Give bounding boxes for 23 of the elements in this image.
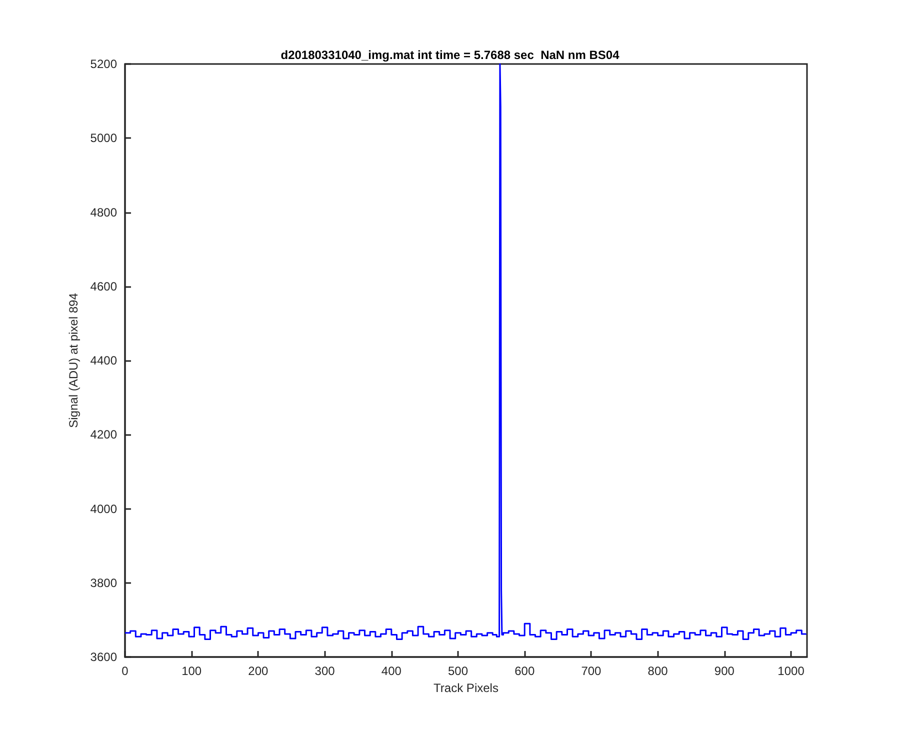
x-tick-label: 400 — [381, 664, 402, 678]
x-tick-label: 500 — [448, 664, 468, 678]
x-tick-label: 200 — [248, 664, 269, 678]
y-tick-label: 4200 — [90, 428, 118, 442]
x-tick-label: 900 — [714, 664, 735, 678]
x-axis-title: Track Pixels — [434, 680, 498, 695]
x-tick-label: 300 — [314, 664, 336, 678]
y-tick-label: 4000 — [90, 502, 118, 516]
y-axis-title: Signal (ADU) at pixel 894 — [66, 292, 80, 428]
x-tick-label: 600 — [514, 664, 535, 678]
x-tick-label: 800 — [648, 664, 668, 678]
y-tick-label: 4600 — [90, 279, 118, 294]
y-tick-label: 5200 — [90, 57, 118, 71]
x-tick-label: 700 — [581, 664, 602, 678]
x-tick-label: 1000 — [778, 664, 805, 678]
chart-title: d20180331040_img.mat int time = 5.7688 sec NaN nm BS04 — [280, 48, 620, 62]
y-tick-label: 3800 — [90, 576, 118, 590]
y-tick-label: 3600 — [90, 650, 118, 664]
y-tick-label: 4800 — [90, 205, 118, 220]
x-tick-label: 0 — [122, 664, 129, 678]
y-tick-label: 5000 — [90, 131, 118, 146]
y-tick-label: 4400 — [90, 354, 118, 368]
x-tick-label: 100 — [182, 664, 202, 678]
